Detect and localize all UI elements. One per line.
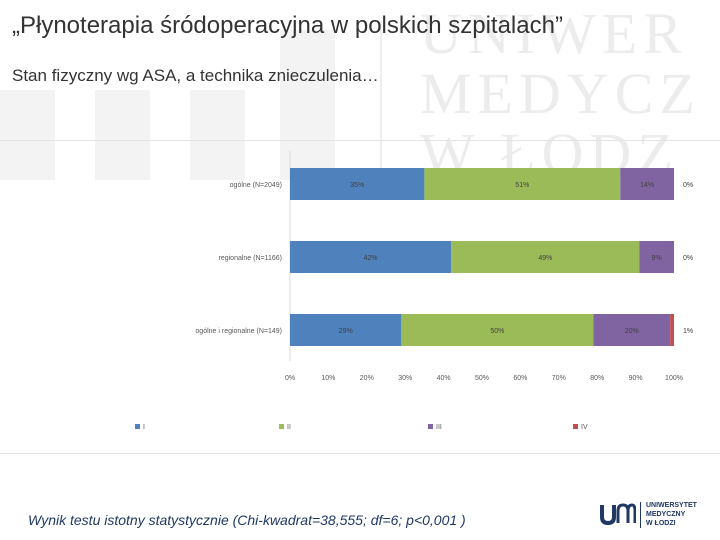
university-logo: UNIWERSYTET MEDYCZNY W ŁODZI <box>600 500 710 530</box>
x-tick-label: 80% <box>590 375 604 382</box>
slide-title: „Płynoterapia śródoperacyjna w polskich … <box>12 12 563 39</box>
data-label: 9% <box>652 255 662 262</box>
x-tick-label: 10% <box>321 375 335 382</box>
data-label: 51% <box>515 182 529 189</box>
bar-segment <box>290 168 425 200</box>
x-tick-label: 50% <box>475 375 489 382</box>
data-label: 35% <box>350 182 364 189</box>
x-tick-label: 30% <box>398 375 412 382</box>
data-label: 14% <box>640 182 654 189</box>
slide-subtitle: Stan fizyczny wg ASA, a technika znieczu… <box>12 66 379 85</box>
legend-label: II <box>287 424 291 431</box>
x-tick-label: 60% <box>513 375 527 382</box>
logo-separator <box>640 502 641 528</box>
data-label: 1% <box>683 328 693 335</box>
data-label: 42% <box>364 255 378 262</box>
logo-text: UNIWERSYTET MEDYCZNY W ŁODZI <box>646 501 697 528</box>
chart-area: ogólne (N=2049) 35% 51% 14% 0% regionalne (N=… <box>0 140 720 454</box>
category-label: ogólne (N=2049) <box>230 182 282 189</box>
bar-segment <box>451 241 640 273</box>
x-tick-label: 100% <box>665 375 683 382</box>
bar-segment <box>424 168 621 200</box>
legend-swatch <box>428 424 433 429</box>
logo-line-1: UNIWERSYTET <box>646 502 697 509</box>
data-label: 49% <box>538 255 552 262</box>
category-label: regionalne (N=1166) <box>219 255 283 262</box>
legend-swatch <box>573 424 578 429</box>
data-label: 50% <box>490 328 504 335</box>
data-label: 29% <box>339 328 353 335</box>
legend-label: IV <box>581 424 588 431</box>
logo-line-2: MEDYCZNY <box>646 511 686 518</box>
bar-segment <box>670 314 674 346</box>
watermark-line-2: MEDYCZ <box>420 61 701 126</box>
x-tick-label: 90% <box>629 375 643 382</box>
bar-segment <box>620 168 674 200</box>
legend-label: I <box>143 424 145 431</box>
data-label: 20% <box>625 328 639 335</box>
data-label: 0% <box>683 182 693 189</box>
bar-segment <box>290 314 402 346</box>
data-label: 0% <box>683 255 693 262</box>
logo-um-mark <box>600 503 636 525</box>
bar-segment <box>290 241 452 273</box>
bar-segment <box>639 241 674 273</box>
bar-segment <box>593 314 671 346</box>
footnote: Wynik testu istotny statystycznie (Chi-k… <box>28 512 466 528</box>
stacked-bar-chart: ogólne (N=2049) 35% 51% 14% 0% regionalne (N=… <box>135 151 693 431</box>
category-label: ogólne i regionalne (N=149) <box>195 328 282 335</box>
bar-segment <box>401 314 594 346</box>
legend-swatch <box>135 424 140 429</box>
x-tick-label: 40% <box>437 375 451 382</box>
x-tick-label: 70% <box>552 375 566 382</box>
x-tick-label: 20% <box>360 375 374 382</box>
legend-swatch <box>279 424 284 429</box>
logo-line-3: W ŁODZI <box>646 520 676 527</box>
x-tick-label: 0% <box>285 375 295 382</box>
legend-label: III <box>436 424 442 431</box>
